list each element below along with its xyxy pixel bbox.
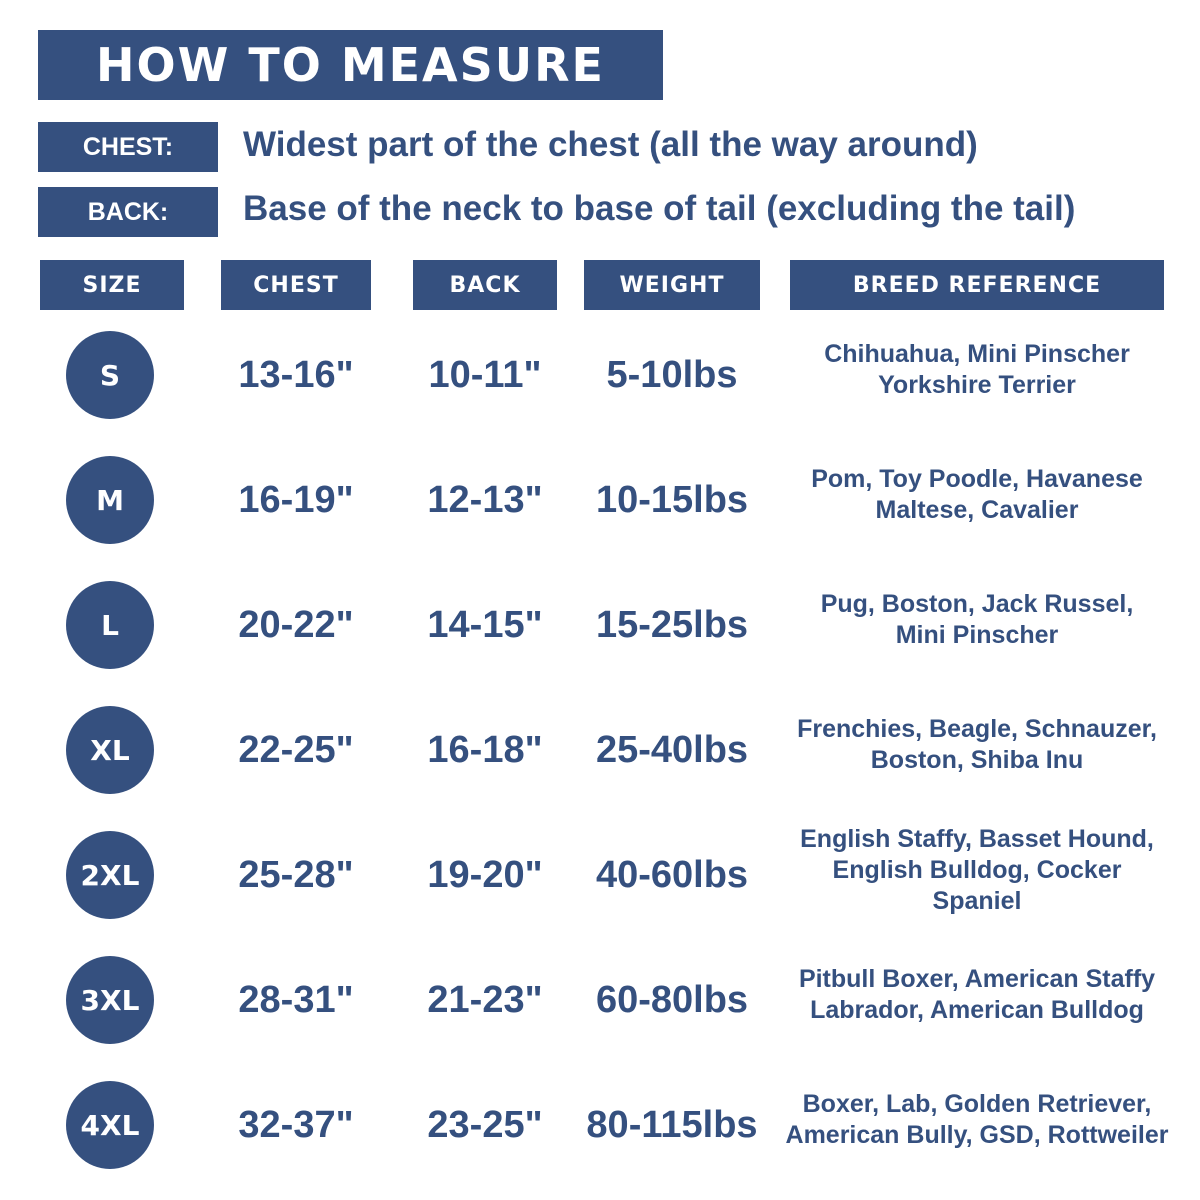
size-badge: 2XL (66, 831, 154, 919)
breed-line: Boxer, Lab, Golden Retriever, (802, 1090, 1152, 1118)
breed-line: Maltese, Cavalier (875, 496, 1079, 524)
cell-weight: 5-10lbs (606, 353, 738, 396)
title: HOW TO MEASURE (38, 30, 663, 100)
breed-line: Mini Pinscher (895, 621, 1059, 649)
cell-chest: 20-22" (238, 603, 354, 646)
breed-line: Boston, Shiba Inu (870, 746, 1084, 774)
cell-back: 12-13" (427, 478, 543, 521)
cell-weight: 80-115lbs (586, 1103, 758, 1146)
cell-back: 10-11" (428, 353, 542, 396)
definition-text: Base of the neck to base of tail (exclud… (243, 188, 1076, 228)
cell-chest: 22-25" (238, 728, 354, 771)
definition-label: CHEST: (38, 122, 218, 172)
cell-weight: 10-15lbs (595, 478, 749, 521)
size-badge: 3XL (66, 956, 154, 1044)
cell-weight: 15-25lbs (595, 603, 749, 646)
column-header: CHEST (221, 260, 371, 310)
cell-chest: 16-19" (238, 478, 354, 521)
definition-label: BACK: (38, 187, 218, 237)
breed-reference: Chihuahua, Mini Pinscher Yorkshire Terrie… (780, 315, 1174, 425)
definition-text: Widest part of the chest (all the way ar… (243, 124, 978, 164)
breed-reference: Boxer, Lab, Golden Retriever, American Bu… (780, 1065, 1174, 1175)
size-badge: L (66, 581, 154, 669)
breed-reference: English Staffy, Basset Hound, English Bul… (780, 815, 1174, 925)
breed-line: American Bully, GSD, Rottweiler (785, 1121, 1169, 1149)
breed-line: English Staffy, Basset Hound, (800, 824, 1154, 853)
breed-line: English Bulldog, Cocker (832, 855, 1122, 884)
column-header: SIZE (40, 260, 184, 310)
column-header: BACK (413, 260, 557, 310)
cell-back: 19-20" (427, 853, 543, 896)
cell-back: 16-18" (427, 728, 543, 771)
size-badge: XL (66, 706, 154, 794)
cell-weight: 40-60lbs (595, 853, 749, 896)
cell-chest: 13-16" (238, 353, 354, 396)
cell-back: 14-15" (427, 603, 543, 646)
breed-reference: Pug, Boston, Jack Russel, Mini Pinscher (780, 565, 1174, 675)
breed-line: Spaniel (932, 886, 1022, 915)
breed-line: Pug, Boston, Jack Russel, (820, 590, 1134, 618)
size-badge: M (66, 456, 154, 544)
cell-chest: 25-28" (238, 853, 354, 896)
cell-chest: 28-31" (238, 978, 354, 1021)
cell-back: 23-25" (427, 1103, 543, 1146)
breed-reference: Frenchies, Beagle, Schnauzer, Boston, Shi… (780, 690, 1174, 800)
cell-weight: 60-80lbs (595, 978, 749, 1021)
column-header: BREED REFERENCE (790, 260, 1164, 310)
breed-reference: Pom, Toy Poodle, Havanese Maltese, Cavali… (780, 440, 1174, 550)
size-badge: S (66, 331, 154, 419)
cell-chest: 32-37" (238, 1103, 354, 1146)
breed-line: Frenchies, Beagle, Schnauzer, (797, 715, 1157, 743)
column-header: WEIGHT (584, 260, 760, 310)
breed-reference: Pitbull Boxer, American Staffy Labrador, … (780, 940, 1174, 1050)
breed-line: Pitbull Boxer, American Staffy (798, 965, 1156, 993)
breed-line: Yorkshire Terrier (878, 371, 1076, 399)
breed-line: Chihuahua, Mini Pinscher (824, 340, 1130, 368)
breed-line: Pom, Toy Poodle, Havanese (811, 465, 1143, 493)
size-badge: 4XL (66, 1081, 154, 1169)
breed-line: Labrador, American Bulldog (810, 996, 1144, 1024)
cell-weight: 25-40lbs (595, 728, 749, 771)
cell-back: 21-23" (427, 978, 543, 1021)
